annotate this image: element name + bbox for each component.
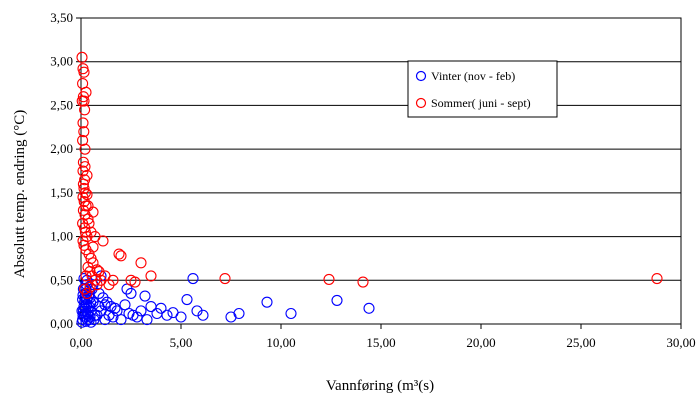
legend-label-sommer: Sommer( juni - sept) <box>431 96 531 110</box>
y-tick-label: 3,50 <box>50 10 73 25</box>
point-sommer <box>77 178 89 190</box>
point-vinter <box>107 311 119 323</box>
point-sommer <box>145 270 157 282</box>
point-vinter <box>109 302 121 314</box>
point-sommer <box>115 250 127 262</box>
point-sommer <box>78 182 90 195</box>
gridlines <box>81 17 681 281</box>
point-sommer <box>103 279 115 291</box>
x-tick-label: 20,00 <box>466 335 495 350</box>
x-tick-label: 30,00 <box>666 335 695 350</box>
point-vinter <box>161 309 173 321</box>
point-sommer <box>79 161 91 173</box>
point-vinter <box>261 296 273 308</box>
data-points <box>76 51 663 328</box>
point-sommer <box>80 86 92 98</box>
y-tick-label: 1,00 <box>50 229 73 244</box>
point-vinter <box>99 299 111 311</box>
point-sommer <box>91 264 103 276</box>
point-vinter <box>181 293 193 306</box>
point-sommer <box>85 226 97 238</box>
point-sommer <box>651 272 663 285</box>
point-vinter <box>115 314 127 326</box>
legend: Vinter (nov - feb) Sommer( juni - sept) <box>407 60 558 118</box>
point-vinter <box>93 287 105 299</box>
point-vinter <box>83 314 95 326</box>
y-tick-label: 0,50 <box>50 272 73 287</box>
point-sommer <box>323 273 335 285</box>
y-axis-ticks: 0,00 0,50 1,00 1,50 2,00 2,50 3,00 3,50 <box>50 10 81 331</box>
point-sommer <box>357 276 369 288</box>
point-sommer <box>77 117 89 129</box>
x-tick-label: 25,00 <box>566 335 595 350</box>
point-vinter <box>175 311 187 323</box>
point-vinter <box>187 272 199 285</box>
point-vinter <box>139 290 151 302</box>
point-vinter <box>145 300 157 313</box>
y-tick-label: 2,50 <box>50 97 73 112</box>
x-tick-label: 10,00 <box>266 335 295 350</box>
point-vinter <box>135 305 147 317</box>
point-sommer <box>77 134 89 146</box>
point-sommer <box>79 104 91 116</box>
point-sommer <box>135 257 147 269</box>
point-vinter <box>97 292 109 304</box>
point-sommer <box>129 276 141 288</box>
point-vinter <box>131 311 143 323</box>
legend-label-vinter: Vinter (nov - feb) <box>431 69 515 83</box>
point-sommer <box>113 248 125 260</box>
point-sommer <box>107 274 119 286</box>
legend-box <box>407 60 558 118</box>
point-vinter <box>85 297 97 309</box>
point-sommer <box>82 200 94 212</box>
point-sommer <box>87 241 99 253</box>
point-vinter <box>81 307 93 320</box>
y-tick-label: 1,50 <box>50 185 73 200</box>
point-vinter <box>233 307 245 320</box>
legend-marker-vinter <box>415 70 427 82</box>
point-sommer <box>84 281 96 293</box>
point-vinter <box>285 307 297 320</box>
point-sommer <box>219 272 231 285</box>
x-axis-label: Vannføring (m³(s) <box>326 378 434 394</box>
point-vinter <box>141 314 153 326</box>
plot-frame <box>80 17 682 325</box>
point-sommer <box>76 51 88 63</box>
point-sommer <box>83 217 95 230</box>
point-vinter <box>197 309 209 321</box>
point-sommer <box>79 143 91 155</box>
x-tick-label: 15,00 <box>366 335 395 350</box>
point-sommer <box>78 66 90 78</box>
point-sommer <box>78 126 90 138</box>
point-vinter <box>363 302 375 314</box>
point-vinter <box>125 287 137 299</box>
point-vinter <box>331 294 343 306</box>
point-vinter <box>155 302 167 314</box>
x-axis-ticks: 0,00 5,00 10,00 15,00 20,00 25,00 30,00 <box>70 324 696 350</box>
y-tick-label: 3,00 <box>50 54 73 69</box>
y-axis-label: Absolutt temp. endring (°C) <box>12 110 28 278</box>
x-tick-label: 0,00 <box>70 335 93 350</box>
y-tick-label: 2,00 <box>50 141 73 156</box>
point-sommer <box>79 283 91 295</box>
x-tick-label: 5,00 <box>170 335 193 350</box>
point-sommer <box>78 95 90 107</box>
plot-area-border <box>80 17 682 325</box>
legend-marker-sommer <box>415 97 427 109</box>
point-sommer <box>80 270 92 282</box>
y-tick-label: 0,00 <box>50 316 73 331</box>
